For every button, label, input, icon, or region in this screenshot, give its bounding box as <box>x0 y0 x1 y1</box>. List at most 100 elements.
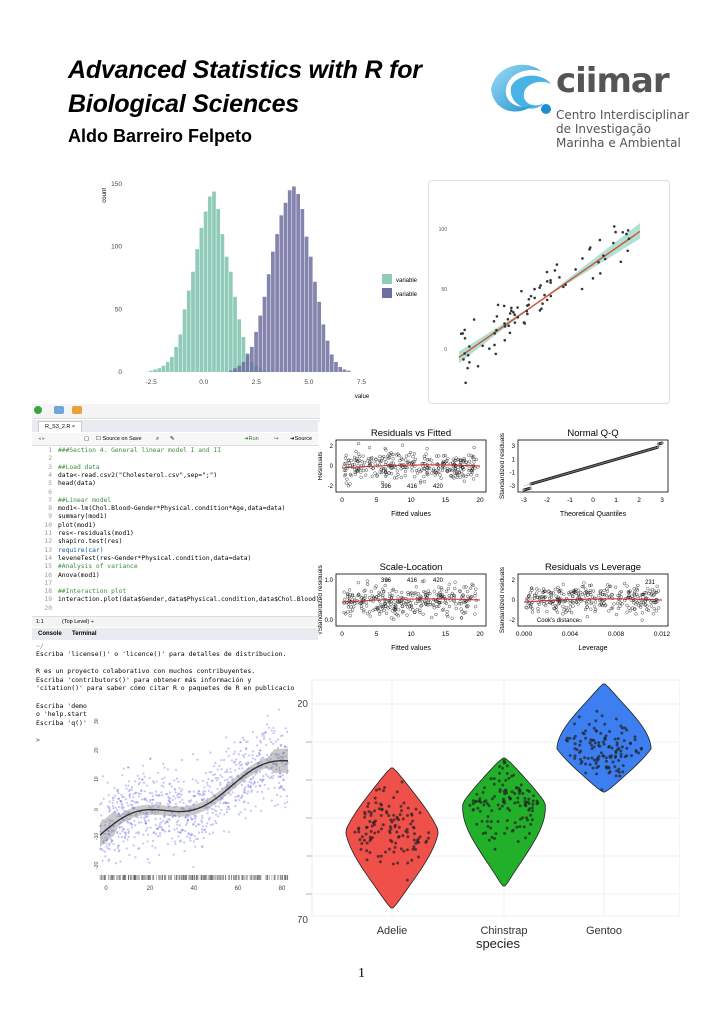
scatter-point <box>277 781 281 784</box>
scatter-point <box>119 860 122 863</box>
code-line[interactable]: 20 <box>32 605 320 613</box>
code-line[interactable]: 17 <box>32 580 320 588</box>
open-folder-icon[interactable] <box>72 406 82 414</box>
residual-point <box>634 612 638 616</box>
scatter-point <box>108 844 111 847</box>
residual-point <box>568 601 572 605</box>
code-editor[interactable]: 1 ###Section 4. General linear model I an… <box>32 447 320 615</box>
close-icon[interactable]: × <box>71 424 76 430</box>
histogram-bar-a <box>182 309 187 372</box>
violin-point <box>615 743 619 747</box>
scatter-point <box>137 847 140 851</box>
scatter-point <box>278 766 281 769</box>
code-line[interactable]: 1 ###Section 4. General linear model I an… <box>32 447 320 455</box>
scatter-point <box>210 771 213 774</box>
code-line[interactable]: 13 require(car) <box>32 547 320 555</box>
scatter-point <box>562 285 565 289</box>
scatter-point <box>107 833 110 836</box>
residual-point <box>462 479 466 483</box>
code-line[interactable]: 10 plot(mod1) <box>32 522 320 530</box>
scatter-point <box>237 794 240 797</box>
scope-indicator[interactable]: (Top Level) ÷ <box>62 619 94 625</box>
code-line[interactable]: 6 <box>32 489 320 497</box>
code-line[interactable]: 12 shapiro.test(res) <box>32 538 320 546</box>
diagnostic-ylabel: √Standardized residuals <box>318 564 324 634</box>
violin-point <box>573 747 577 751</box>
code-line[interactable]: 18 ##Interaction plot <box>32 588 320 596</box>
residual-point <box>353 470 357 474</box>
rerun-icon[interactable]: ↪ <box>274 436 279 442</box>
diagnostic-xtick: 0.012 <box>654 631 671 638</box>
scatter-point <box>196 823 200 826</box>
wand-icon[interactable]: ✎ <box>170 436 175 442</box>
residual-point <box>424 596 428 600</box>
code-line[interactable]: 9 summary(mod1) <box>32 513 320 521</box>
code-line[interactable]: 15 #Analysis of variance <box>32 563 320 571</box>
code-line[interactable]: 3 ##Load data <box>32 464 320 472</box>
code-line[interactable]: 11 res<-residuals(mod1) <box>32 530 320 538</box>
scatter-point <box>180 793 183 796</box>
scatter-point <box>132 792 135 795</box>
residual-point <box>585 605 589 609</box>
scatter-point <box>249 778 253 781</box>
residual-point <box>469 473 473 477</box>
scatter-point <box>213 802 216 805</box>
scatter-point <box>190 833 194 836</box>
save-icon[interactable]: ▢ <box>84 436 90 442</box>
code-line[interactable]: 2 <box>32 455 320 463</box>
scatter-point <box>242 791 246 794</box>
console-prompt[interactable]: > <box>36 736 40 744</box>
scatter-point <box>234 799 237 802</box>
residual-point <box>569 610 574 615</box>
violin-point <box>471 799 475 803</box>
search-icon[interactable]: ⌕ <box>156 436 160 442</box>
code-line[interactable]: 5 head(data) <box>32 480 320 488</box>
back-arrow-icon[interactable]: ◂ ▸ <box>38 436 46 442</box>
residual-point <box>528 604 533 608</box>
scatter-point <box>160 828 163 831</box>
scatter-point <box>226 778 229 781</box>
scatter-point <box>108 822 111 825</box>
histogram-xtick: 5.0 <box>304 379 313 386</box>
scatter-point <box>251 750 255 753</box>
new-file-icon[interactable] <box>34 406 42 414</box>
scatter-point <box>111 819 114 823</box>
code-line[interactable]: 19 interaction.plot(data$Gender,data$Phys… <box>32 596 320 604</box>
scatter-point <box>192 803 195 807</box>
code-line[interactable]: 8 mod1<-lm(Chol.Blood~Gender*Physical.con… <box>32 505 320 513</box>
code-line[interactable]: 4 data<-read.csv2("Cholesterol.csv",sep="… <box>32 472 320 480</box>
open-project-icon[interactable] <box>54 406 64 414</box>
residual-point <box>448 474 453 478</box>
scatter-point <box>151 798 154 801</box>
source-on-save-checkbox[interactable]: ☐ Source on Save <box>96 436 142 442</box>
source-button[interactable]: ➜Source <box>290 436 313 442</box>
violin-point <box>368 850 372 854</box>
violin-point <box>379 813 383 817</box>
scatter-point <box>171 814 174 817</box>
scatter-point <box>166 803 169 806</box>
residual-point <box>602 588 606 593</box>
scatter-point <box>151 798 155 801</box>
residual-point <box>639 601 643 605</box>
residual-point <box>409 603 413 608</box>
tab-terminal[interactable]: Terminal <box>72 631 97 637</box>
code-line[interactable]: 14 leveneTest(res~Gender*Physical.conditi… <box>32 555 320 563</box>
histogram-bar-a <box>191 271 195 372</box>
scatter-point <box>222 830 226 833</box>
tab-script-file[interactable]: R_S3_2.R × <box>38 421 83 432</box>
code-line[interactable]: 7 ##Linear model <box>32 497 320 505</box>
residual-point <box>371 608 375 612</box>
run-button[interactable]: ➜Run <box>244 436 259 442</box>
residual-point <box>366 459 370 463</box>
tab-console[interactable]: Console <box>38 631 62 637</box>
scatter-point <box>167 806 170 809</box>
residual-point <box>342 600 346 605</box>
scatter-point <box>152 805 155 808</box>
residual-point <box>348 463 352 467</box>
histogram-bar-b <box>271 251 275 372</box>
scatter-point <box>193 816 197 819</box>
scatter-point <box>259 779 263 782</box>
code-line[interactable]: 16 Anova(mod1) <box>32 572 320 580</box>
scatter-point <box>136 816 139 819</box>
scatter-point <box>146 813 149 816</box>
